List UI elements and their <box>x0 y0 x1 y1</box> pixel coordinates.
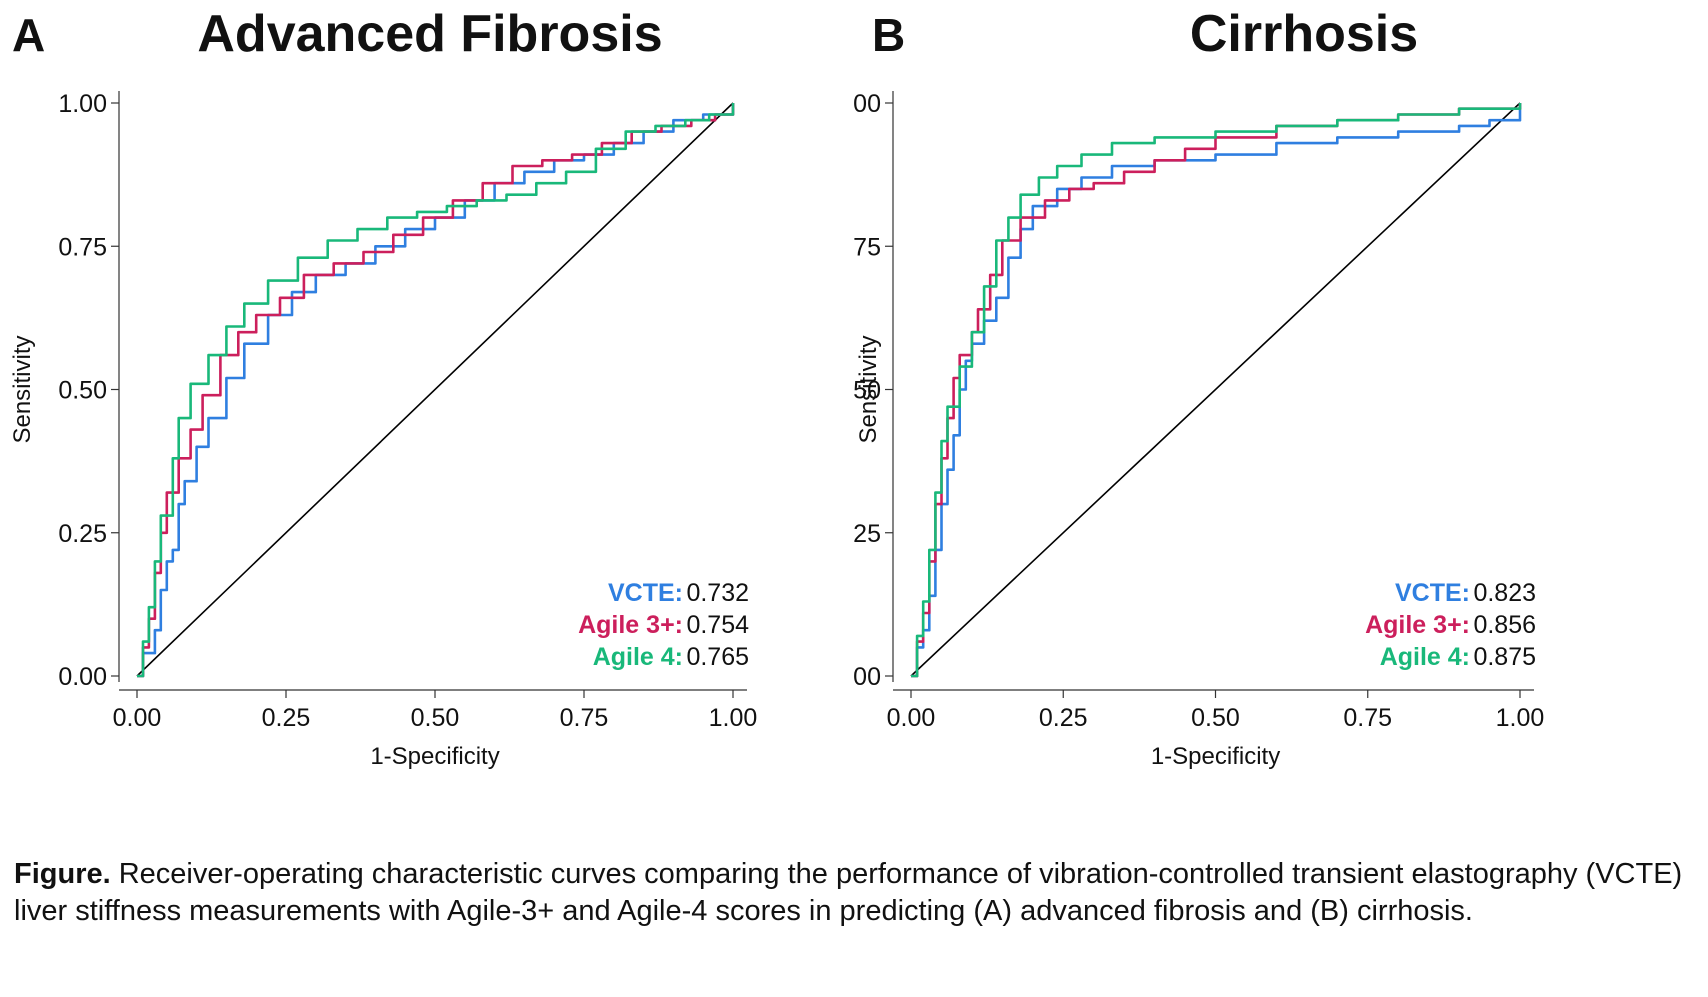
chart-title: Cirrhosis <box>1189 5 1419 63</box>
x-axis-label: 1-Specificity <box>1151 743 1280 770</box>
legend-auc-agile-4: 0.765 <box>686 643 749 671</box>
legend-auc-vcte: 0.732 <box>686 579 749 607</box>
x-tick-label: 0.25 <box>262 704 311 732</box>
reference-diagonal <box>910 102 1521 677</box>
roc-curve-vcte <box>911 103 1522 678</box>
legend-auc-vcte: 0.823 <box>1473 579 1536 607</box>
legend-label-agile-4: Agile 4: <box>593 643 683 671</box>
x-tick-label: 1.00 <box>709 704 758 732</box>
y-tick-label: 0.25 <box>58 520 107 548</box>
legend-label-agile-3: Agile 3+: <box>1365 611 1470 639</box>
legend-label-vcte: VCTE: <box>1395 579 1470 607</box>
x-tick-label: 0.75 <box>1343 704 1392 732</box>
legend-auc-agile-3: 0.754 <box>686 611 749 639</box>
legend-label-agile-4: Agile 4: <box>1380 643 1470 671</box>
y-tick-label: 0.00 <box>58 663 107 691</box>
roc-plot-advanced-fibrosis: 0.00 0.25 0.50 0.75 1.00 0.00 0.25 0.50 0.75 1.00… <box>9 90 758 770</box>
panel-letter: B <box>872 9 906 61</box>
chart-title: Advanced Fibrosis <box>197 5 663 63</box>
x-axis-label: 1-Specificity <box>370 743 499 770</box>
roc-curve-agile-4 <box>911 103 1522 678</box>
reference-diagonal <box>136 102 734 677</box>
roc-curve-agile-3 <box>137 103 735 678</box>
y-tick-label: 0.50 <box>854 377 881 405</box>
caption-label: Figure. <box>14 858 111 890</box>
legend-auc-agile-4: 0.875 <box>1473 643 1536 671</box>
figure-caption: Figure. Receiver-operating characteristi… <box>14 856 1704 930</box>
y-axis-label: Sensitivity <box>855 335 882 443</box>
panel-advanced-fibrosis: A Advanced Fibrosis 0.00 0.25 0.50 0.75 1.00… <box>0 0 854 830</box>
legend-label-agile-3: Agile 3+: <box>578 611 683 639</box>
y-tick-label: 0.50 <box>58 377 107 405</box>
roc-plot-cirrhosis: 0.00 0.25 0.50 0.75 1.00 0.00 0.25 0.50 0.75 1.00… <box>854 90 1545 770</box>
legend-auc-agile-3: 0.856 <box>1473 611 1536 639</box>
panel-letter: A <box>12 9 46 61</box>
roc-curve-agile-4 <box>137 103 735 678</box>
x-tick-label: 0.75 <box>560 704 609 732</box>
legend-label-vcte: VCTE: <box>608 579 683 607</box>
y-tick-label: 0.75 <box>854 233 881 261</box>
caption-text: Receiver-operating characteristic curves… <box>14 858 1683 927</box>
x-tick-label: 0.50 <box>411 704 460 732</box>
panel-cirrhosis: B Cirrhosis 0.00 0.25 0.50 0.75 1.00 0.00 0.25… <box>854 0 1708 830</box>
y-axis-label: Sensitivity <box>9 335 36 443</box>
y-tick-label: 0.75 <box>58 233 107 261</box>
x-tick-label: 1.00 <box>1496 704 1545 732</box>
x-tick-label: 0.00 <box>113 704 162 732</box>
y-tick-label: 1.00 <box>58 90 107 118</box>
x-tick-label: 0.50 <box>1191 704 1240 732</box>
x-tick-label: 0.00 <box>887 704 936 732</box>
y-tick-label: 1.00 <box>854 90 881 118</box>
y-tick-label: 0.25 <box>854 520 881 548</box>
x-tick-label: 0.25 <box>1039 704 1088 732</box>
y-tick-label: 0.00 <box>854 663 881 691</box>
